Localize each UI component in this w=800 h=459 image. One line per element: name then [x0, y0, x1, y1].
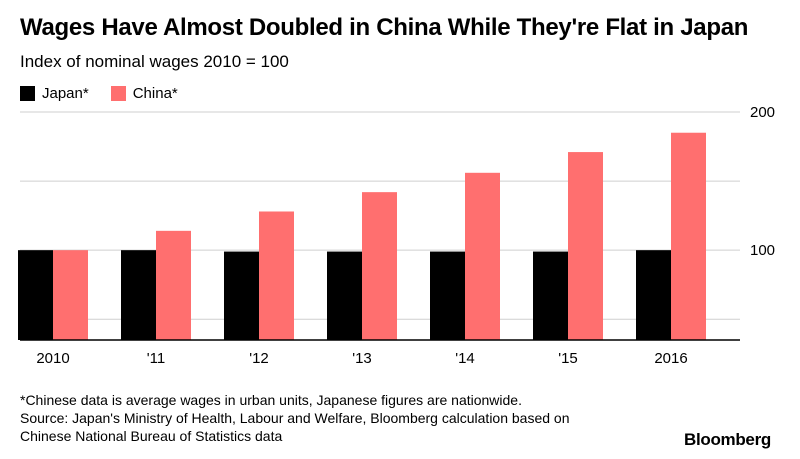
legend-swatch-japan: [20, 86, 35, 101]
y-tick-label: 200: [750, 104, 775, 121]
bar-japan: [327, 251, 362, 340]
bar-china: [568, 152, 603, 340]
x-tick-label: 2016: [654, 350, 687, 367]
legend-label-japan: Japan*: [42, 85, 89, 102]
bar-japan: [533, 251, 568, 340]
y-tick-label: 100: [750, 242, 775, 259]
x-tick-label: '11: [147, 350, 165, 367]
bar-china: [259, 211, 294, 340]
bar-japan: [636, 250, 671, 340]
bar-china: [671, 132, 706, 340]
x-tick-label: '12: [249, 350, 269, 367]
bar-china: [53, 250, 88, 340]
footnote-line-3: Chinese National Bureau of Statistics da…: [20, 428, 283, 444]
legend-label-china: China*: [132, 85, 178, 102]
chart-title: Wages Have Almost Doubled in China While…: [20, 14, 749, 41]
bar-japan: [18, 250, 53, 340]
bar-japan: [224, 251, 259, 340]
footnote-line-2: Source: Japan's Ministry of Health, Labo…: [20, 410, 570, 426]
chart-subtitle: Index of nominal wages 2010 = 100: [20, 52, 289, 71]
bar-china: [465, 172, 500, 340]
bar-china: [362, 192, 397, 340]
x-tick-label: 2010: [36, 350, 69, 367]
bar-japan: [121, 250, 156, 340]
x-tick-label: '14: [455, 350, 475, 367]
legend-item-china: China*: [110, 85, 178, 102]
bar-china: [156, 230, 191, 340]
footnote-line-1: *Chinese data is average wages in urban …: [20, 392, 522, 408]
legend-item-japan: Japan*: [20, 85, 89, 102]
legend: Japan* China*: [20, 85, 200, 102]
legend-swatch-china: [110, 86, 126, 101]
x-tick-label: '13: [352, 350, 372, 367]
bar-japan: [430, 251, 465, 340]
footnote: *Chinese data is average wages in urban …: [20, 391, 570, 445]
x-tick-label: '15: [558, 350, 578, 367]
bloomberg-logo: Bloomberg: [683, 430, 771, 449]
